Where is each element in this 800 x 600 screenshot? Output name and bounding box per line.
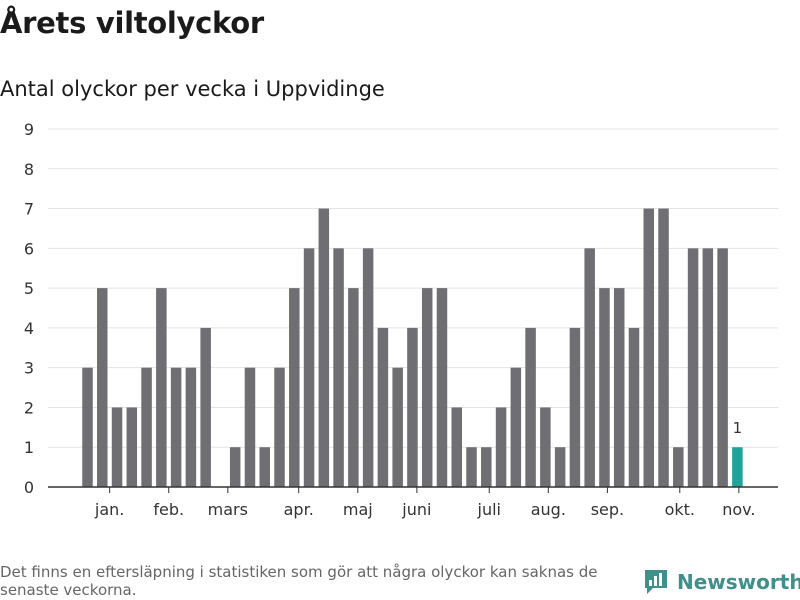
bar: [185, 367, 197, 487]
x-tick-label: nov.: [722, 500, 755, 519]
bar: [244, 367, 256, 487]
y-tick-label: 2: [24, 398, 34, 417]
bar: [687, 248, 699, 487]
x-tick-label: juni: [401, 500, 431, 519]
bar: [599, 288, 610, 487]
bar: [82, 367, 93, 487]
bar: [658, 208, 669, 488]
bars: [82, 208, 743, 488]
bar: [584, 248, 595, 487]
bar: [348, 288, 359, 487]
bar: [200, 327, 211, 487]
bar: [259, 447, 270, 487]
bar: [510, 367, 522, 487]
x-tick-label: feb.: [153, 500, 184, 519]
axes: 0 1 2 3 4 5 6 7 8 9 1 jan. feb. mars apr. maj juni juli au…: [24, 120, 778, 519]
y-tick-label: 5: [24, 279, 34, 298]
bar: [289, 288, 300, 487]
bar: [421, 288, 433, 487]
data-label: 1: [733, 419, 743, 437]
x-tick-label: okt.: [665, 500, 695, 519]
bar: [170, 367, 182, 487]
bar: [569, 327, 581, 487]
bar: [111, 407, 123, 487]
bar-chart: 0 1 2 3 4 5 6 7 8 9 1 jan. feb. mars apr. maj juni juli au…: [24, 120, 778, 519]
x-tick-label: jan.: [94, 500, 124, 519]
bar: [303, 248, 315, 487]
bar: [274, 367, 285, 487]
bar: [554, 447, 566, 487]
x-tick-label: mars: [208, 500, 248, 519]
y-tick-label: 1: [24, 438, 34, 457]
x-tick-label: juli: [477, 500, 501, 519]
bar: [229, 447, 241, 487]
x-tick-label: aug.: [531, 500, 566, 519]
x-tick-label: apr.: [284, 500, 314, 519]
brand-logo: Newsworthy: [643, 568, 800, 596]
newsworthy-logo-icon: [645, 570, 667, 594]
bar: [377, 327, 389, 487]
bar: [628, 327, 640, 487]
bar: [613, 288, 625, 487]
chart-title: Årets viltolyckor: [0, 6, 264, 40]
x-tick-label: maj: [343, 500, 373, 519]
bar: [126, 407, 138, 487]
chart-subtitle: Antal olyckor per vecka i Uppvidinge: [0, 77, 385, 101]
y-tick-label: 0: [24, 478, 34, 497]
bar: [362, 248, 374, 487]
bar: [466, 447, 477, 487]
bar: [97, 288, 108, 487]
y-tick-label: 6: [24, 239, 34, 258]
y-tick-label: 3: [24, 359, 34, 378]
bar: [141, 367, 152, 487]
bar: [451, 407, 462, 487]
bar: [643, 208, 655, 488]
footnote: Det finns en eftersläpning i statistiken…: [0, 563, 598, 599]
brand-name: Newsworthy: [677, 570, 800, 594]
y-tick-label: 8: [24, 160, 34, 179]
y-tick-label: 4: [24, 319, 34, 338]
bar: [540, 407, 551, 487]
grid-lines: [48, 128, 778, 448]
bar: [481, 447, 492, 487]
bar: [525, 327, 536, 487]
bar: [156, 288, 167, 487]
bar: [673, 447, 684, 487]
bar: [495, 407, 507, 487]
y-tick-label: 9: [24, 120, 34, 139]
y-tick-label: 7: [24, 200, 34, 219]
bar: [318, 208, 330, 488]
x-tick-label: sep.: [591, 500, 624, 519]
bar: [407, 327, 418, 487]
bar: [436, 288, 448, 487]
bar: [702, 248, 714, 487]
bar: [392, 367, 403, 487]
bar: [717, 248, 728, 487]
bar-current-week: [732, 447, 743, 487]
bar: [333, 248, 344, 487]
